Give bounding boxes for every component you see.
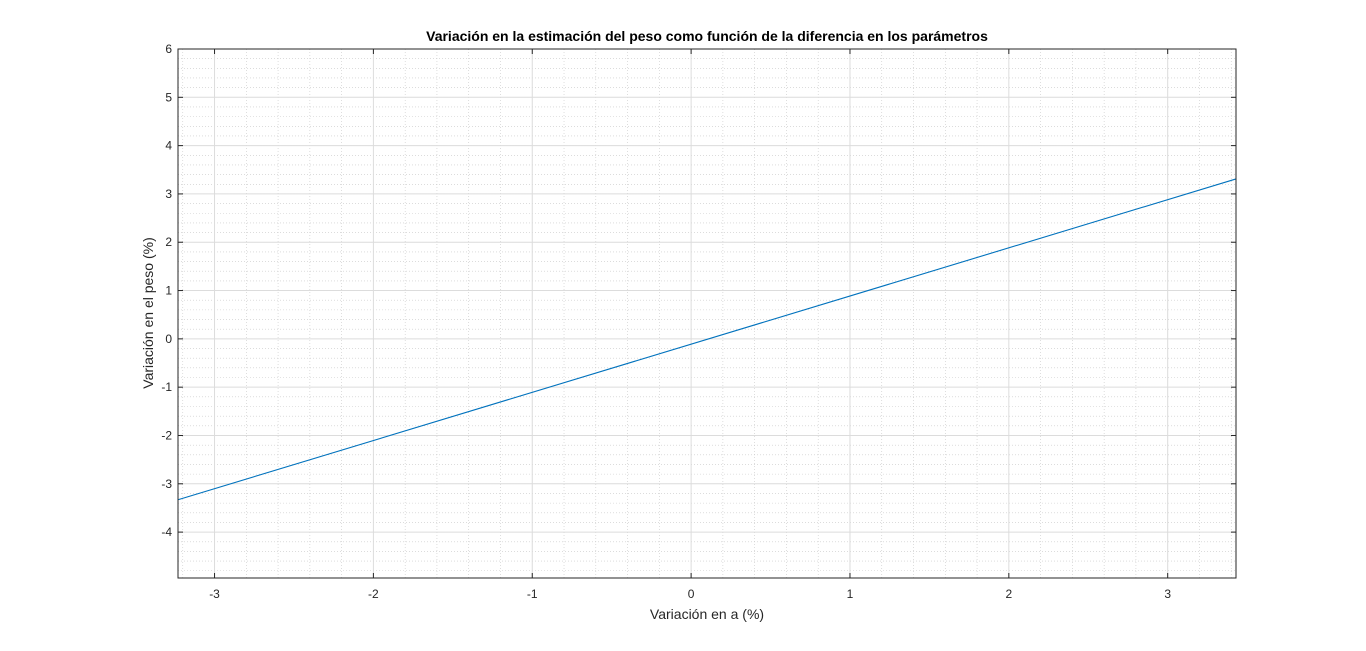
axes-background [178, 49, 1236, 578]
x-tick-label: 0 [688, 587, 695, 601]
x-tick-label: -2 [368, 587, 379, 601]
x-tick-label: 3 [1164, 587, 1171, 601]
y-tick-label: 1 [165, 284, 172, 298]
y-axis-label: Variación en el peso (%) [140, 237, 156, 388]
minor-grid [178, 49, 1236, 578]
y-tick-label: 4 [165, 139, 172, 153]
series-line [177, 178, 1237, 501]
y-tick-label: -1 [161, 380, 172, 394]
axes-box [177, 48, 1237, 579]
x-tick-label: -1 [527, 587, 538, 601]
y-tick-label: -3 [161, 477, 172, 491]
chart-title: Variación en la estimación del peso como… [426, 28, 988, 44]
y-tick-labels: -4 -3 -2 -1 0 1 2 3 4 5 6 [161, 42, 172, 539]
y-tick-label: 6 [165, 42, 172, 56]
y-tick-label: 0 [165, 332, 172, 346]
x-tick-label: -3 [209, 587, 220, 601]
x-tick-label: 1 [847, 587, 854, 601]
x-axis-label: Variación en a (%) [650, 606, 764, 622]
y-tick-label: -2 [161, 428, 172, 442]
x-tick-labels: -3 -2 -1 0 1 2 3 [209, 587, 1171, 601]
tick-marks [178, 48, 1236, 578]
plot-area: -3 -2 -1 0 1 2 3 -4 -3 -2 -1 0 1 2 3 4 5 6 [161, 42, 1237, 601]
x-tick-label: 2 [1005, 587, 1012, 601]
y-tick-label: 2 [165, 235, 172, 249]
y-tick-label: 3 [165, 187, 172, 201]
y-tick-label: -4 [161, 525, 172, 539]
major-grid [178, 48, 1236, 578]
y-tick-label: 5 [165, 90, 172, 104]
series-layer [177, 178, 1237, 501]
